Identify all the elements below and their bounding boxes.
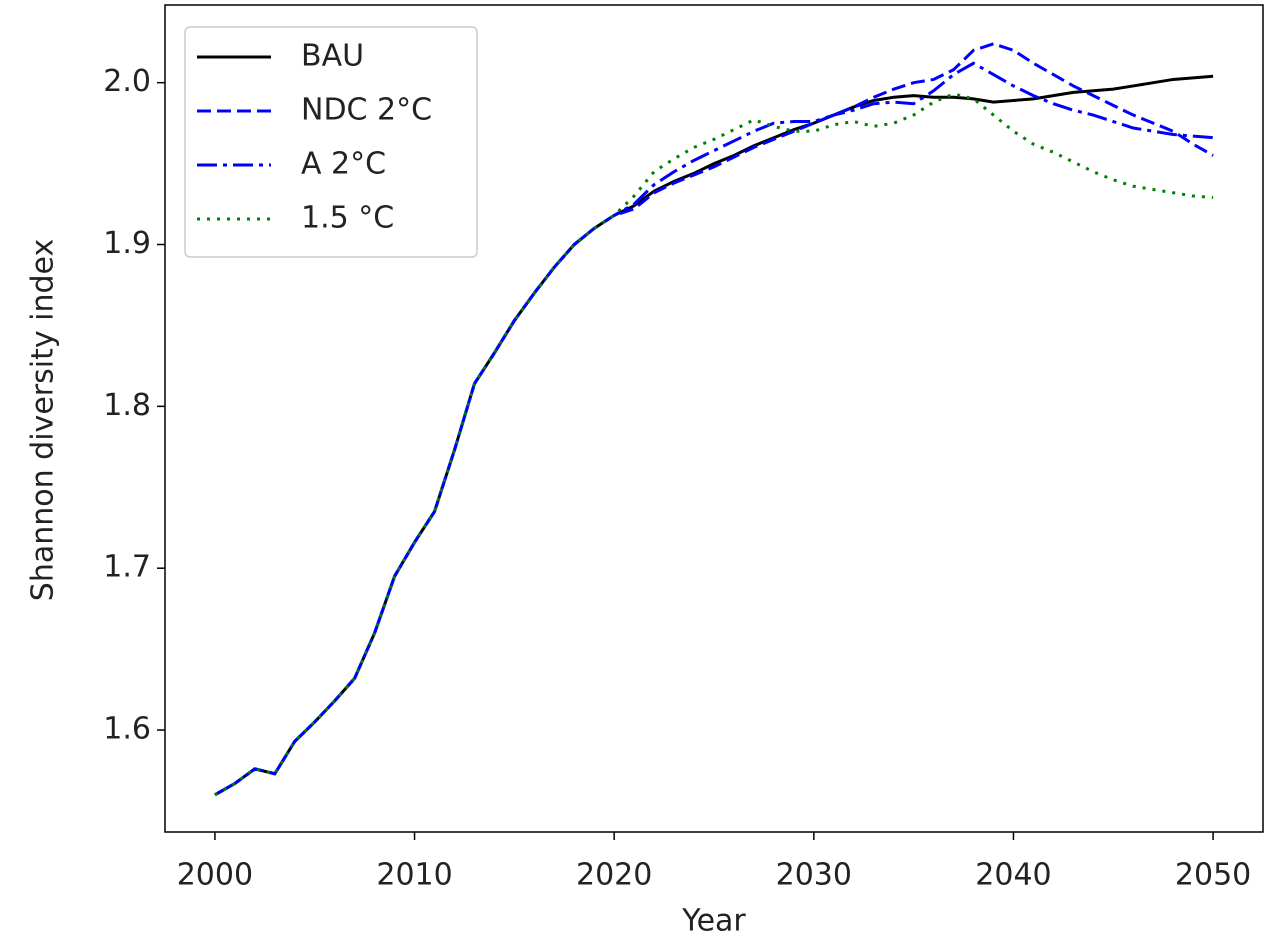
legend-label: A 2°C <box>301 147 386 182</box>
x-tick-label: 2030 <box>776 858 852 893</box>
plot-frame <box>164 4 1264 833</box>
legend-box <box>184 26 478 258</box>
y-axis-label: Shannon diversity index <box>26 239 61 601</box>
x-tick-label: 2000 <box>177 858 253 893</box>
x-axis-label: Year <box>681 904 746 939</box>
legend-label: NDC 2°C <box>301 93 432 128</box>
x-tick-label: 2050 <box>1175 858 1251 893</box>
series-line <box>214 92 1214 797</box>
y-tick-label: 1.8 <box>103 388 151 423</box>
y-tick-label: 1.9 <box>103 226 151 261</box>
y-tick-label: 2.0 <box>103 64 151 99</box>
x-tick-label: 2010 <box>376 858 452 893</box>
x-tick-label: 2040 <box>975 858 1051 893</box>
legend: BAU NDC 2°C A 2°C 1.5 °C <box>184 26 478 258</box>
y-tick-label: 1.7 <box>103 550 151 585</box>
legend-label: BAU <box>301 39 364 74</box>
x-tick-label: 2020 <box>576 858 652 893</box>
legend-label: 1.5 °C <box>301 201 394 236</box>
y-tick-label: 1.6 <box>103 712 151 747</box>
